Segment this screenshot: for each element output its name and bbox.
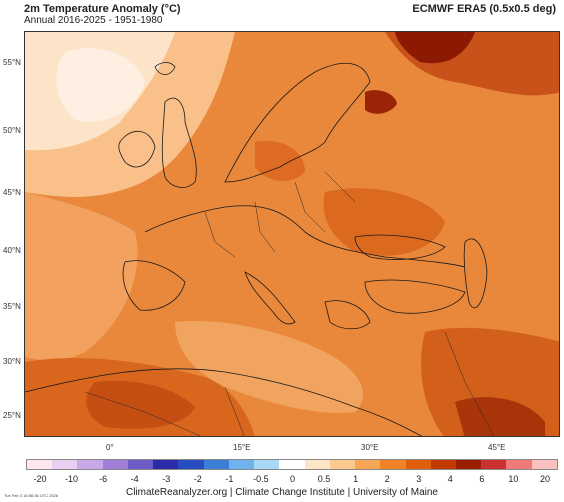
timestamp: Tue Feb 3 16:56:36 UTC 2026 bbox=[4, 493, 59, 498]
arabia-hot-zone bbox=[455, 397, 545, 436]
black-sea-outline bbox=[354, 234, 446, 260]
legend-tick-label: -4 bbox=[130, 474, 139, 484]
legend-tick-label: 2 bbox=[384, 474, 390, 484]
arctic-hot-zone bbox=[395, 32, 475, 64]
lat-label: 25°N bbox=[3, 411, 21, 420]
legend-swatch bbox=[481, 460, 507, 469]
legend-swatch bbox=[380, 460, 406, 469]
legend-tick-label: -1 bbox=[225, 474, 234, 484]
faroe-outline bbox=[154, 62, 176, 75]
legend-swatch bbox=[254, 460, 280, 469]
ireland-outline bbox=[118, 130, 156, 168]
lat-label: 50°N bbox=[3, 126, 21, 135]
legend-swatch bbox=[531, 460, 557, 469]
lon-label: 30°E bbox=[361, 443, 379, 452]
legend-tick-label: 4 bbox=[447, 474, 453, 484]
legend-swatch bbox=[228, 460, 255, 469]
italy-outline bbox=[244, 271, 296, 325]
legend-tick-label: -6 bbox=[99, 474, 108, 484]
dataset-label: ECMWF ERA5 (0.5x0.5 deg) bbox=[412, 3, 556, 15]
coastlines bbox=[25, 62, 488, 436]
legend-tick-label: 0.5 bbox=[317, 474, 331, 484]
legend-tick-label: 20 bbox=[539, 474, 550, 484]
lat-label: 55°N bbox=[3, 58, 21, 67]
lon-label: 15°E bbox=[233, 443, 251, 452]
map-title: 2m Temperature Anomaly (°C) bbox=[24, 3, 181, 15]
scandinavia-outline bbox=[224, 63, 371, 183]
legend-swatch bbox=[355, 460, 381, 469]
legend-swatch bbox=[102, 460, 128, 469]
color-legend-bar bbox=[26, 459, 558, 470]
sahara-hot-zone bbox=[86, 380, 195, 429]
atlantic-coolest-zone bbox=[56, 48, 145, 122]
map-subtitle: Annual 2016-2025 - 1951-1980 bbox=[24, 15, 163, 26]
legend-swatch bbox=[430, 460, 456, 469]
legend-swatch bbox=[127, 460, 154, 469]
atlantic-south-zone bbox=[25, 192, 138, 361]
legend-swatch bbox=[455, 460, 482, 469]
lat-label: 30°N bbox=[3, 357, 21, 366]
north-africa-coastline bbox=[25, 368, 423, 436]
legend-swatch bbox=[405, 460, 431, 469]
legend-tick-label: -10 bbox=[65, 474, 79, 484]
lon-label: 45°E bbox=[488, 443, 506, 452]
white-sea-hot-zone bbox=[365, 90, 397, 114]
iberia-outline bbox=[122, 260, 186, 311]
legend-swatch bbox=[153, 460, 179, 469]
anatolia-outline bbox=[364, 279, 466, 314]
legend-tick-label: -0.5 bbox=[253, 474, 269, 484]
legend-swatch bbox=[506, 460, 532, 469]
greece-outline bbox=[324, 300, 371, 330]
legend-swatch bbox=[329, 460, 356, 469]
lat-label: 40°N bbox=[3, 246, 21, 255]
lat-label: 45°N bbox=[3, 188, 21, 197]
legend-swatch bbox=[178, 460, 204, 469]
legend-swatch bbox=[52, 460, 78, 469]
caspian-outline bbox=[463, 238, 488, 309]
map-canvas bbox=[25, 32, 559, 436]
credit-text: ClimateReanalyzer.org | Climate Change I… bbox=[126, 487, 438, 498]
legend-swatch bbox=[279, 460, 305, 469]
britain-outline bbox=[161, 97, 197, 188]
legend-tick-label: -20 bbox=[33, 474, 47, 484]
legend-swatch bbox=[77, 460, 103, 469]
anomaly-map bbox=[24, 31, 560, 437]
legend-tick-label: 10 bbox=[508, 474, 519, 484]
country-borders bbox=[84, 171, 495, 436]
legend-tick-label: 0 bbox=[289, 474, 295, 484]
legend-tick-label: 1 bbox=[353, 474, 359, 484]
legend-swatch bbox=[27, 460, 53, 469]
legend-swatch bbox=[304, 460, 330, 469]
legend-swatch bbox=[203, 460, 229, 469]
legend-tick-label: 3 bbox=[416, 474, 422, 484]
legend-tick-label: -3 bbox=[162, 474, 171, 484]
mediterranean-zone bbox=[175, 321, 364, 413]
eastern-europe-warm-zone bbox=[323, 188, 445, 256]
lat-label: 35°N bbox=[3, 302, 21, 311]
lon-label: 0° bbox=[106, 443, 114, 452]
central-europe-warm-zone bbox=[255, 141, 305, 182]
legend-tick-label: -2 bbox=[193, 474, 202, 484]
legend-tick-label: 6 bbox=[479, 474, 485, 484]
